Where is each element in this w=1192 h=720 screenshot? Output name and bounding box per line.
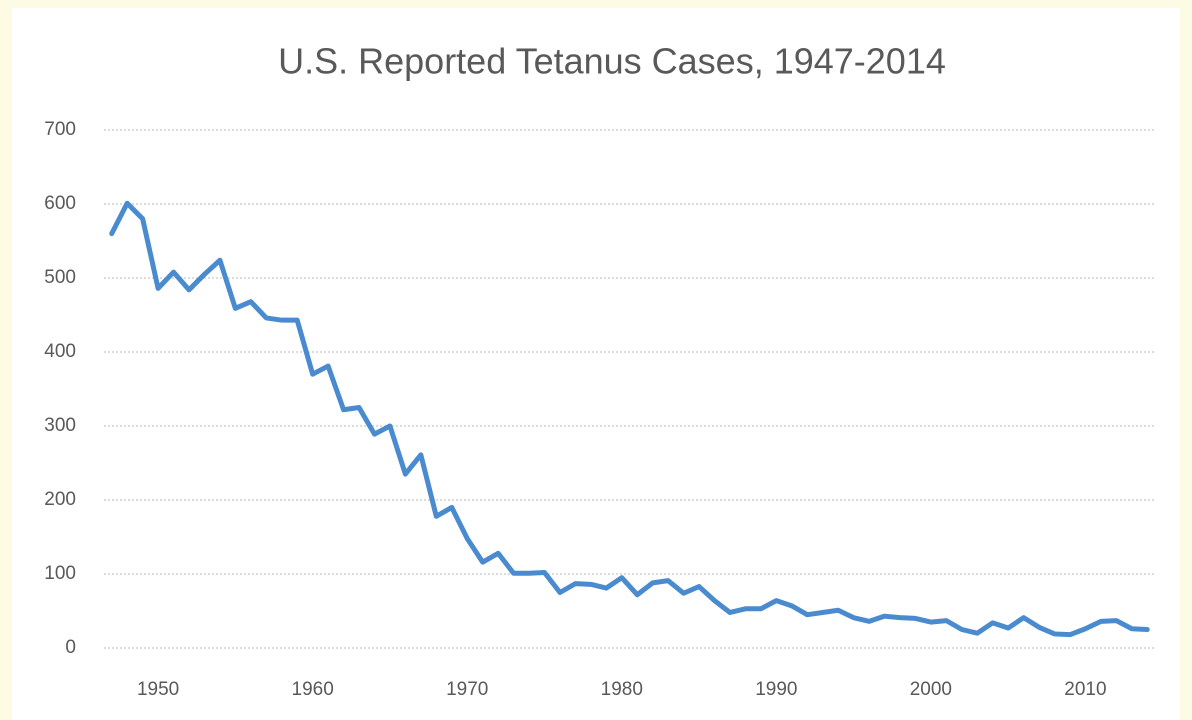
x-tick-label: 1970 bbox=[446, 679, 488, 700]
y-tick-label: 600 bbox=[44, 193, 76, 214]
y-tick-label: 200 bbox=[44, 489, 76, 510]
x-tick-label: 1980 bbox=[601, 679, 643, 700]
x-tick-label: 2000 bbox=[910, 679, 952, 700]
chart-panel bbox=[12, 8, 1180, 720]
y-tick-label: 0 bbox=[65, 637, 76, 658]
x-tick-label: 1950 bbox=[137, 679, 179, 700]
x-tick-label: 2010 bbox=[1064, 679, 1106, 700]
y-tick-label: 300 bbox=[44, 415, 76, 436]
x-tick-label: 1960 bbox=[292, 679, 334, 700]
x-tick-label: 1990 bbox=[755, 679, 797, 700]
y-tick-label: 100 bbox=[44, 563, 76, 584]
y-tick-label: 400 bbox=[44, 341, 76, 362]
y-tick-label: 700 bbox=[44, 119, 76, 140]
y-tick-label: 500 bbox=[44, 267, 76, 288]
data-line bbox=[109, 200, 1150, 638]
chart-title: U.S. Reported Tetanus Cases, 1947-2014 bbox=[278, 41, 946, 82]
